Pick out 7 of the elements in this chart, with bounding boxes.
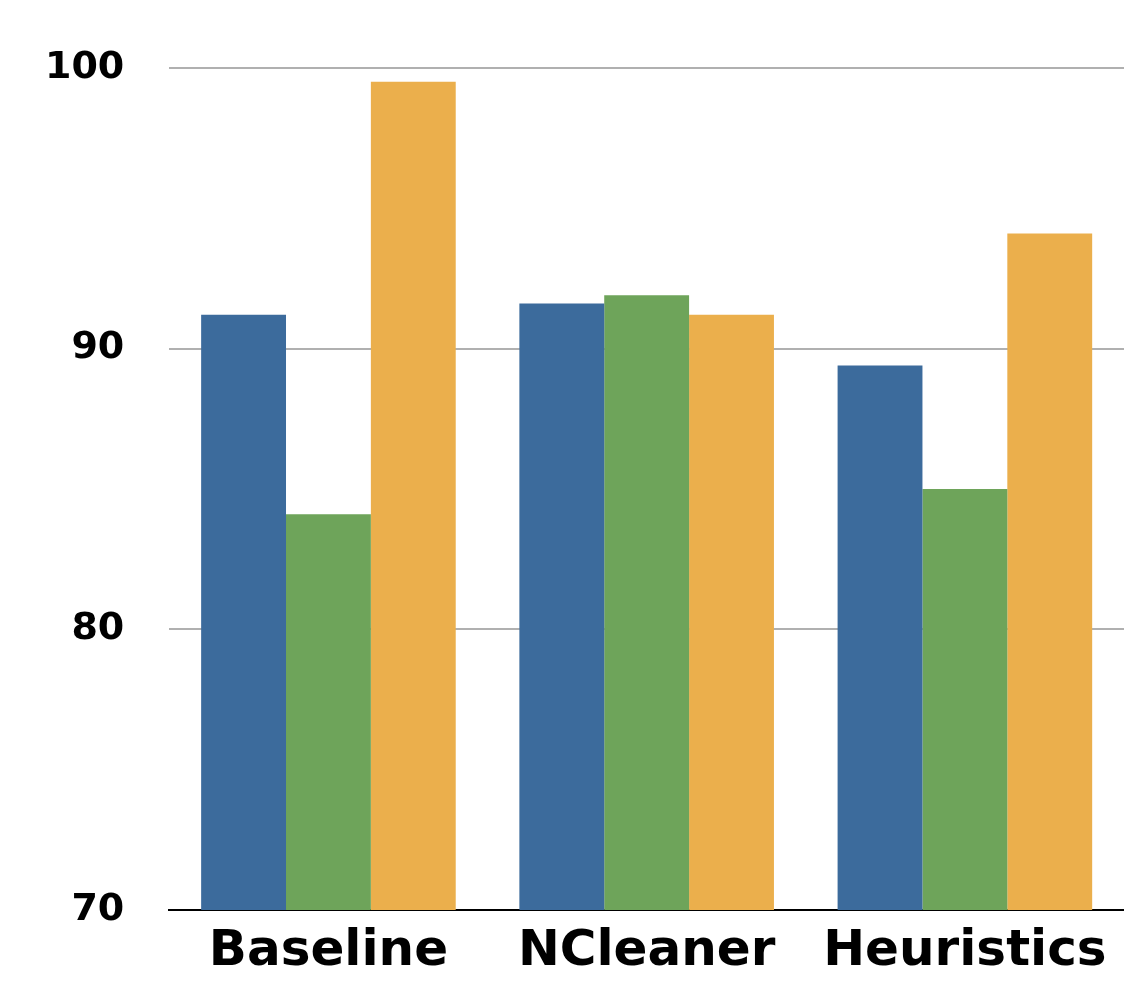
x-tick-label: NCleaner [517, 918, 776, 977]
y-tick-label: 80 [71, 604, 125, 649]
x-tick-label: Baseline [208, 918, 449, 977]
x-tick-label: Heuristics [823, 918, 1107, 977]
y-tick-label: 90 [71, 323, 125, 368]
y-tick-label: 70 [71, 884, 125, 929]
y-tick-label: 100 [44, 42, 125, 87]
